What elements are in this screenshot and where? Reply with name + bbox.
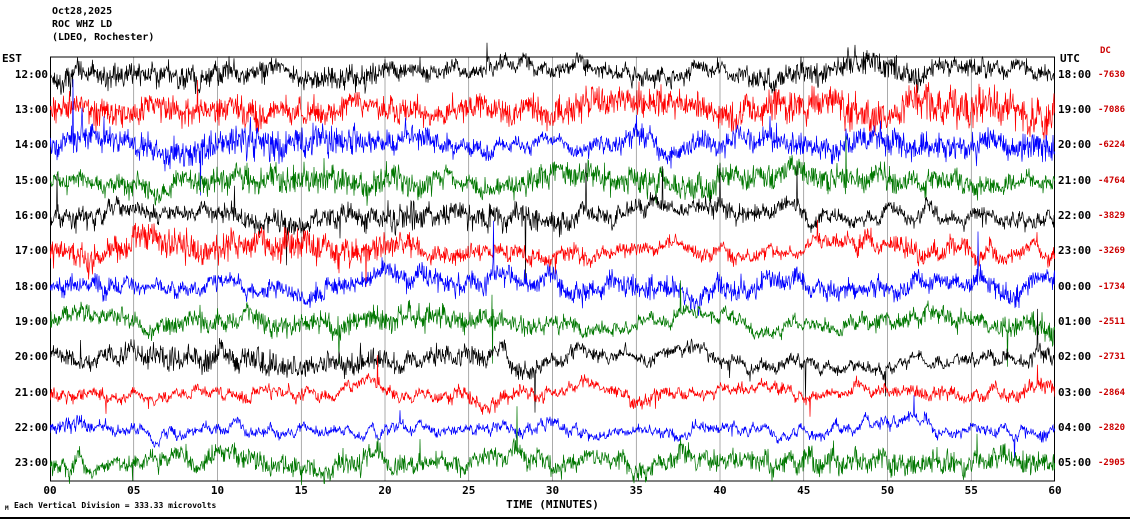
x-tick-15: 15	[294, 484, 308, 497]
dc-value-2200: -3829	[1098, 211, 1126, 221]
right-axis-title: UTC	[1060, 52, 1080, 65]
scale-note: Each Vertical Division = 333.33 microvol…	[14, 501, 217, 510]
x-tick-45: 45	[797, 484, 811, 497]
utc-label-2300: 23:00	[1058, 244, 1092, 258]
est-label-1600: 16:00	[14, 209, 48, 222]
x-tick-00: 00	[43, 484, 57, 497]
footer-marker-glyph: M	[5, 505, 9, 512]
trace-row-1900	[50, 280, 1055, 367]
header-station: ROC WHZ LD	[52, 19, 113, 30]
dc-value-0400: -2820	[1098, 423, 1126, 433]
est-label-1500: 15:00	[14, 173, 48, 187]
est-label-2200: 22:00	[14, 421, 48, 434]
trace-row-1200	[50, 42, 1055, 99]
utc-label-0300: 03:00	[1058, 385, 1092, 399]
x-tick-30: 30	[545, 484, 560, 497]
est-label-1400: 14:00	[14, 138, 48, 152]
trace-row-1600	[50, 162, 1055, 283]
est-label-1700: 17:00	[14, 244, 48, 258]
utc-label-0400: 04:00	[1058, 421, 1092, 434]
header-location: (LDEO, Rochester)	[52, 32, 155, 43]
dc-value-0000: -1734	[1098, 281, 1126, 292]
plot-frame	[50, 56, 1055, 482]
est-label-2300: 23:00	[14, 456, 48, 470]
utc-label-0200: 02:00	[1058, 350, 1092, 364]
utc-label-2100: 21:00	[1058, 173, 1092, 187]
x-axis-label: TIME (MINUTES)	[506, 498, 599, 511]
x-tick-35: 35	[629, 484, 643, 497]
utc-label-0500: 05:00	[1058, 456, 1092, 470]
utc-label-1900: 19:00	[1058, 103, 1092, 116]
trace-row-1300	[50, 79, 1055, 140]
dc-value-2000: -6224	[1098, 140, 1126, 151]
trace-row-2200	[50, 395, 1055, 461]
x-tick-20: 20	[378, 484, 392, 497]
x-tick-40: 40	[713, 484, 727, 497]
x-tick-60: 60	[1048, 484, 1062, 497]
dc-value-0500: -2905	[1098, 458, 1126, 469]
est-label-1200: 12:00	[14, 67, 48, 81]
utc-label-0100: 01:00	[1058, 315, 1092, 328]
trace-row-2100	[50, 355, 1055, 417]
plot-header: Oct28,2025 ROC WHZ LD (LDEO, Rochester)	[52, 5, 154, 44]
dc-value-2100: -4764	[1098, 175, 1126, 186]
utc-label-2200: 22:00	[1058, 209, 1092, 222]
left-axis-title: EST	[2, 52, 22, 65]
x-tick-50: 50	[880, 484, 895, 497]
dc-value-1800: -7630	[1098, 69, 1126, 80]
est-label-1900: 19:00	[14, 315, 48, 328]
trace-row-1400	[50, 79, 1055, 196]
x-tick-55: 55	[964, 484, 978, 497]
seismogram-plot	[50, 42, 1055, 486]
x-tick-05: 05	[127, 484, 141, 497]
trace-row-1700	[50, 219, 1055, 287]
trace-row-2300	[50, 406, 1055, 486]
x-tick-10: 10	[210, 484, 225, 497]
x-tick-25: 25	[462, 484, 476, 497]
dc-value-2300: -3269	[1098, 246, 1126, 257]
bottom-divider	[0, 517, 1130, 519]
header-date: Oct28,2025	[52, 6, 113, 17]
dc-value-0200: -2731	[1098, 352, 1126, 363]
est-label-2100: 21:00	[14, 385, 48, 399]
trace-row-1800	[50, 220, 1055, 316]
est-label-1800: 18:00	[14, 279, 48, 293]
est-label-1300: 13:00	[14, 103, 48, 116]
trace-row-1500	[50, 135, 1055, 206]
dc-value-0300: -2864	[1098, 387, 1126, 398]
utc-label-2000: 20:00	[1058, 138, 1092, 152]
est-label-2000: 20:00	[14, 350, 48, 364]
utc-label-0000: 00:00	[1058, 279, 1092, 293]
dc-value-0100: -2511	[1098, 317, 1126, 327]
dc-column-title: DC	[1100, 46, 1111, 56]
trace-row-2000	[50, 308, 1055, 413]
utc-label-1800: 18:00	[1058, 67, 1092, 81]
dc-value-1900: -7086	[1098, 105, 1126, 115]
